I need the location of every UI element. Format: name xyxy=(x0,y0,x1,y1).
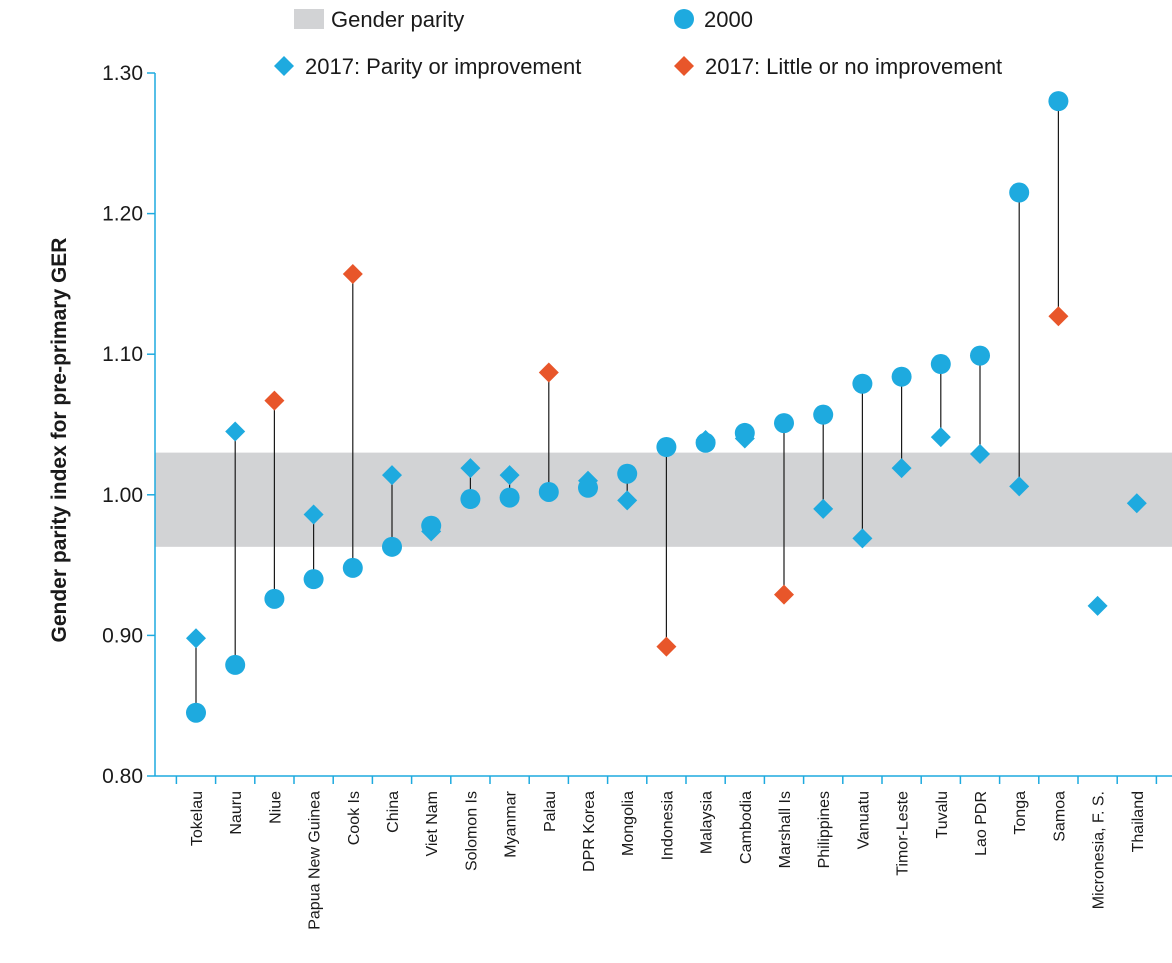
category-label: Micronesia, F. S. xyxy=(1091,791,1108,909)
category-label: Philippines xyxy=(816,791,833,868)
category-label: Tuvalu xyxy=(934,791,951,838)
category-label: Papua New Guinea xyxy=(307,791,324,930)
point-2017 xyxy=(264,390,285,411)
point-2017 xyxy=(1087,595,1108,616)
data-points xyxy=(186,91,1147,723)
category-label: Mongolia xyxy=(620,791,637,856)
point-2000 xyxy=(382,536,402,557)
legend-2000-marker xyxy=(674,9,694,29)
category-label: Indonesia xyxy=(659,791,676,860)
point-2000 xyxy=(264,588,285,609)
point-2017 xyxy=(656,636,677,657)
legend-2000-label: 2000 xyxy=(704,7,753,32)
category-label: Timor-Leste xyxy=(895,791,912,876)
point-2017 xyxy=(382,465,402,486)
legend-improve-marker xyxy=(274,56,294,76)
category-label: Solomon Is xyxy=(463,791,480,871)
y-tick-label: 0.80 xyxy=(102,765,143,788)
category-label: Cambodia xyxy=(738,791,755,864)
category-label: Marshall Is xyxy=(777,791,794,868)
point-2017 xyxy=(538,362,559,383)
point-2017 xyxy=(852,528,873,549)
connector-lines xyxy=(195,101,1060,713)
category-label: China xyxy=(385,791,402,833)
category-label: Lao PDR xyxy=(973,791,990,856)
category-label: Cook Is xyxy=(346,791,363,845)
point-2017 xyxy=(617,490,638,511)
category-label: Myanmar xyxy=(503,790,520,857)
category-label: Thailand xyxy=(1130,791,1147,852)
category-label: Tonga xyxy=(1012,791,1029,835)
point-2000 xyxy=(1048,91,1069,112)
point-2017 xyxy=(774,584,794,605)
category-label: Malaysia xyxy=(699,791,716,854)
parity-band-layer xyxy=(155,452,1172,547)
point-2017 xyxy=(930,427,951,448)
point-2000 xyxy=(499,487,520,508)
point-2000 xyxy=(303,569,324,590)
parity-band xyxy=(155,452,1172,547)
point-2000 xyxy=(656,436,677,457)
y-tick-label: 1.20 xyxy=(102,203,143,226)
point-2017 xyxy=(460,458,481,479)
point-2000 xyxy=(342,557,363,578)
point-2017 xyxy=(303,504,324,525)
y-tick-label: 1.30 xyxy=(102,62,143,85)
point-2017 xyxy=(225,421,246,442)
point-2017 xyxy=(186,628,206,649)
category-label: Tokelau xyxy=(189,791,206,846)
point-2017 xyxy=(499,465,520,486)
point-2017 xyxy=(342,264,363,285)
category-label: Nauru xyxy=(228,791,245,835)
point-2000 xyxy=(538,481,559,502)
point-2000 xyxy=(852,373,873,394)
point-2000 xyxy=(1009,182,1030,203)
point-2017 xyxy=(970,444,990,465)
category-label: Palau xyxy=(542,791,559,832)
legend-band-label: Gender parity xyxy=(331,7,464,32)
legend-improve-label: 2017: Parity or improvement xyxy=(305,54,581,79)
point-2017 xyxy=(1048,306,1069,327)
point-2000 xyxy=(891,366,912,387)
point-2017 xyxy=(813,498,834,519)
legend-band-swatch xyxy=(294,9,324,29)
point-2000 xyxy=(460,489,481,510)
point-2000 xyxy=(617,463,638,484)
point-2000 xyxy=(225,654,246,675)
legend-noimprove-label: 2017: Little or no improvement xyxy=(705,54,1002,79)
category-label: DPR Korea xyxy=(581,791,598,872)
point-2000 xyxy=(734,422,755,443)
point-2000 xyxy=(930,354,951,375)
legend: Gender parity 2000 2017: Parity or impro… xyxy=(274,7,1002,79)
point-2000 xyxy=(774,413,794,434)
category-labels: Tokelau Nauru Niue Papua New Guinea Cook Is C… xyxy=(189,790,1147,929)
y-tick-label: 1.00 xyxy=(102,484,143,507)
point-2000 xyxy=(813,404,834,425)
legend-noimprove-marker xyxy=(674,56,694,76)
point-2000 xyxy=(578,477,598,498)
axes: 0.80 0.90 1.00 1.10 1.20 1.30 xyxy=(102,62,1172,788)
y-tick-label: 0.90 xyxy=(102,624,143,647)
category-label: Samoa xyxy=(1051,791,1068,842)
category-label: Viet Nam xyxy=(424,791,441,857)
point-2017 xyxy=(1009,476,1030,497)
category-label: Niue xyxy=(267,791,284,824)
category-label: Vanuatu xyxy=(855,791,872,849)
point-2017 xyxy=(1126,493,1147,514)
point-2000 xyxy=(421,515,442,536)
point-2000 xyxy=(186,702,206,723)
point-2000 xyxy=(695,432,716,453)
point-2000 xyxy=(970,345,990,366)
point-2017 xyxy=(891,458,912,479)
y-axis-title: Gender parity index for pre-primary GER xyxy=(48,238,71,643)
y-tick-label: 1.10 xyxy=(102,343,143,366)
